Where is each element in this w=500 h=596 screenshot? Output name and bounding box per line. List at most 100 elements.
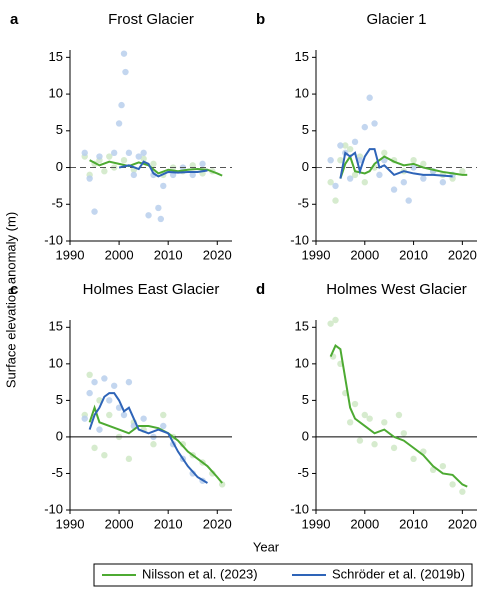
y-tick-label: -5 bbox=[51, 196, 63, 211]
y-tick-label: 10 bbox=[295, 86, 309, 101]
series-line bbox=[88, 404, 223, 484]
panel-title: Holmes West Glacier bbox=[326, 281, 467, 298]
x-tick-label: 2010 bbox=[154, 247, 183, 262]
x-tick-label: 2000 bbox=[350, 247, 379, 262]
y-tick-label: 0 bbox=[56, 159, 63, 174]
panel-letter: a bbox=[10, 11, 19, 28]
series-line bbox=[339, 154, 468, 179]
scatter-point bbox=[160, 182, 167, 190]
scatter-point bbox=[420, 175, 427, 182]
y-tick-label: -10 bbox=[290, 501, 309, 516]
y-tick-label: 5 bbox=[302, 392, 309, 407]
y-tick-label: 15 bbox=[295, 319, 309, 334]
scatter-point bbox=[115, 120, 123, 127]
scatter-point bbox=[118, 101, 125, 109]
x-tick-label: 2010 bbox=[154, 516, 183, 531]
scatter-point bbox=[120, 50, 128, 57]
scatter-point bbox=[342, 142, 349, 149]
scatter-point bbox=[356, 437, 364, 444]
scatter-point bbox=[337, 142, 344, 149]
scatter-point bbox=[189, 171, 196, 179]
scatter-point bbox=[86, 175, 93, 182]
y-tick-label: 0 bbox=[302, 159, 309, 174]
scatter-point bbox=[101, 451, 108, 459]
scatter-point bbox=[361, 411, 368, 419]
scatter-point bbox=[145, 212, 152, 219]
x-tick-label: 1990 bbox=[302, 516, 331, 531]
scatter-point bbox=[346, 175, 354, 182]
y-tick-label: 0 bbox=[302, 428, 309, 443]
scatter-point bbox=[179, 441, 187, 448]
legend-label: Nilsson et al. (2023) bbox=[142, 566, 258, 581]
y-tick-label: 10 bbox=[49, 355, 63, 370]
scatter-point bbox=[160, 422, 167, 430]
scatter-point bbox=[410, 455, 417, 463]
scatter-point bbox=[110, 149, 118, 157]
scatter-point bbox=[86, 371, 93, 379]
x-tick-label: 2020 bbox=[448, 516, 477, 531]
scatter-point bbox=[366, 415, 373, 422]
y-tick-label: -10 bbox=[44, 501, 63, 516]
scatter-point bbox=[381, 149, 388, 157]
series-line bbox=[118, 160, 208, 178]
panel-title: Holmes East Glacier bbox=[83, 281, 220, 298]
scatter-point bbox=[439, 462, 447, 470]
scatter-point bbox=[439, 179, 447, 186]
x-tick-label: 1990 bbox=[302, 247, 331, 262]
scatter-point bbox=[101, 375, 108, 382]
scatter-point bbox=[86, 389, 93, 397]
scatter-point bbox=[110, 382, 118, 389]
y-tick-label: -5 bbox=[297, 196, 309, 211]
x-tick-label: 2010 bbox=[399, 247, 428, 262]
legend-box bbox=[93, 563, 473, 587]
x-tick-label: 2020 bbox=[448, 247, 477, 262]
scatter-point bbox=[400, 179, 408, 186]
scatter-point bbox=[209, 470, 216, 477]
series-line bbox=[329, 344, 468, 488]
scatter-point bbox=[366, 94, 373, 101]
y-tick-label: -10 bbox=[44, 232, 63, 247]
scatter-point bbox=[351, 400, 359, 408]
scatter-point bbox=[371, 120, 378, 127]
legend-label: Schröder et al. (2019b) bbox=[332, 566, 465, 581]
scatter-point bbox=[157, 215, 165, 223]
scatter-point bbox=[332, 197, 339, 204]
scatter-point bbox=[120, 156, 128, 164]
scatter-point bbox=[376, 171, 383, 179]
x-tick-label: 1990 bbox=[56, 247, 85, 262]
scatter-point bbox=[106, 397, 113, 404]
scatter-point bbox=[218, 481, 226, 488]
x-tick-label: 1990 bbox=[56, 516, 85, 531]
scatter-point bbox=[125, 378, 133, 386]
series-line bbox=[88, 392, 208, 484]
scatter-point bbox=[106, 153, 113, 160]
scatter-point bbox=[140, 149, 147, 157]
x-axis-label: Year bbox=[253, 539, 280, 554]
y-tick-label: 15 bbox=[49, 49, 63, 64]
scatter-point bbox=[91, 444, 98, 452]
y-tick-label: -10 bbox=[290, 232, 309, 247]
panel-title: Glacier 1 bbox=[366, 11, 426, 28]
scatter-point bbox=[106, 411, 113, 419]
scatter-point bbox=[91, 208, 98, 215]
scatter-point bbox=[130, 171, 138, 179]
y-tick-label: 15 bbox=[295, 49, 309, 64]
scatter-point bbox=[91, 378, 98, 386]
scatter-point bbox=[361, 179, 368, 186]
panel-letter: c bbox=[10, 281, 18, 298]
scatter-point bbox=[81, 149, 88, 157]
scatter-point bbox=[150, 441, 157, 448]
y-tick-label: 0 bbox=[56, 428, 63, 443]
y-tick-label: -5 bbox=[51, 465, 63, 480]
scatter-point bbox=[189, 470, 196, 477]
scatter-point bbox=[395, 411, 403, 419]
scatter-point bbox=[346, 419, 354, 426]
scatter-point bbox=[371, 441, 378, 448]
scatter-point bbox=[400, 430, 408, 437]
scatter-point bbox=[332, 182, 339, 190]
scatter-point bbox=[125, 149, 133, 157]
panel-title: Frost Glacier bbox=[108, 11, 194, 28]
y-axis-label: Surface elevation anomaly (m) bbox=[3, 212, 18, 388]
scatter-point bbox=[189, 162, 196, 169]
